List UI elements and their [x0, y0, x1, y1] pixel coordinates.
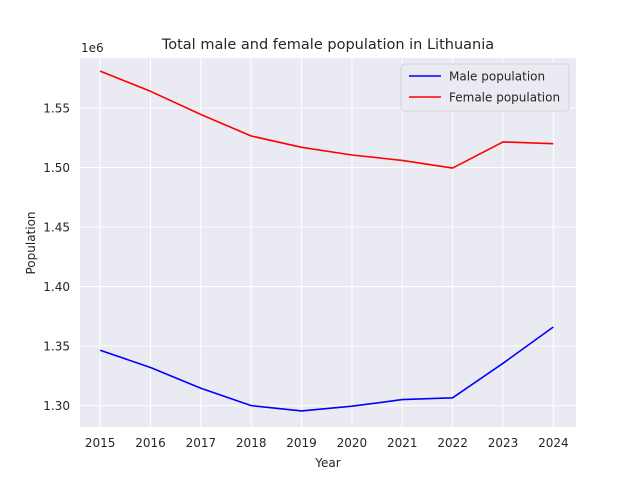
y-offset-label: 1e6: [81, 41, 104, 55]
x-tick-label: 2024: [538, 436, 569, 450]
x-tick-labels: 2015 2016 2017 2018 2019 2020 2021 2022 2023 2024: [85, 436, 569, 450]
plot-area: [80, 58, 576, 427]
series-line-female: [99, 70, 554, 169]
x-tick-label: 2023: [488, 436, 519, 450]
legend-box: [400, 63, 570, 112]
x-tick-label: 2015: [85, 436, 116, 450]
x-tick-label: 2019: [286, 436, 317, 450]
y-axis-label: Population: [24, 211, 38, 274]
legend-label-male: Male population: [449, 70, 545, 84]
y-tick-label: 1.35: [43, 340, 70, 354]
x-tick-label: 2017: [186, 436, 217, 450]
series-line-male: [99, 326, 554, 412]
legend-label-female: Female population: [449, 91, 560, 105]
x-tick-label: 2022: [437, 436, 468, 450]
y-tick-label: 1.40: [43, 280, 70, 294]
y-tick-label: 1.50: [43, 161, 70, 175]
y-tick-label: 1.30: [43, 399, 70, 413]
x-tick-label: 2021: [387, 436, 418, 450]
legend: Male population Female population: [400, 63, 570, 112]
y-tick-label: 1.55: [43, 101, 70, 115]
x-tick-label: 2020: [337, 436, 368, 450]
y-tick-labels: 1.30 1.35 1.40 1.45 1.50 1.55: [43, 101, 70, 413]
chart-title: Total male and female population in Lith…: [161, 37, 494, 53]
x-axis-label: Year: [314, 456, 340, 470]
grid: [80, 58, 576, 427]
x-tick-label: 2018: [236, 436, 267, 450]
y-tick-label: 1.45: [43, 221, 70, 235]
series-layer: [99, 70, 554, 412]
x-tick-label: 2016: [135, 436, 166, 450]
